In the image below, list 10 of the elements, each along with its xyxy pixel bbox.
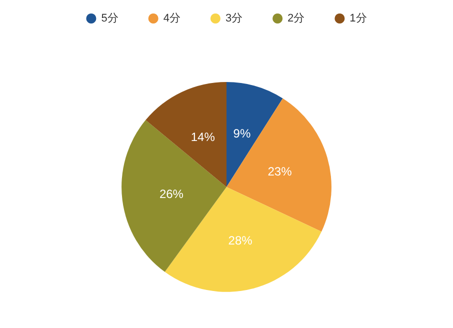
legend-label: 3分	[225, 12, 243, 24]
legend-label: 4分	[163, 12, 180, 24]
data-label: 9%	[233, 126, 251, 141]
legend-label: 1分	[350, 12, 367, 24]
data-label: 28%	[228, 234, 253, 248]
data-label: 23%	[268, 164, 292, 178]
legend-label: 2分	[288, 12, 305, 24]
legend-label: 5分	[101, 12, 118, 24]
data-label: 26%	[159, 186, 184, 201]
data-label: 14%	[190, 130, 216, 144]
